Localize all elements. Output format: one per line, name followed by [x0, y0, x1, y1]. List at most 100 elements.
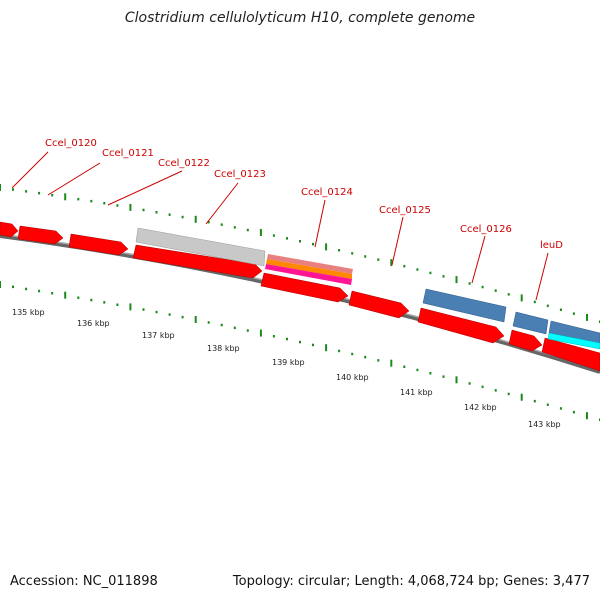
outer-minor-tick — [546, 304, 549, 308]
outer-minor-tick — [533, 300, 536, 304]
gene-label-ccel-0125[interactable]: Ccel_0125 — [379, 205, 431, 216]
gene-label-ccel-0124[interactable]: Ccel_0124 — [301, 187, 353, 198]
genome-backbone-highlight — [0, 233, 600, 371]
outer-minor-tick — [442, 275, 445, 278]
feature-magenta-ccel-0124[interactable] — [265, 264, 352, 285]
gene-label-leud[interactable]: leuD — [540, 240, 563, 251]
inner-minor-tick — [338, 349, 341, 353]
inner-minor-tick — [233, 326, 236, 330]
gene-label-ccel-0122[interactable]: Ccel_0122 — [158, 158, 210, 169]
outer-minor-tick — [468, 282, 471, 285]
cds-arrow[interactable] — [0, 221, 19, 238]
inner-minor-tick — [507, 392, 510, 396]
inner-minor-tick — [12, 285, 14, 289]
outer-minor-tick — [51, 193, 54, 197]
outer-minor-tick — [142, 208, 145, 212]
inner-major-tick — [64, 291, 67, 299]
kbp-label-140: 140 kbp — [336, 373, 369, 382]
kbp-label-141: 141 kbp — [400, 388, 433, 397]
feature-orange-ccel-0124[interactable] — [266, 259, 352, 279]
inner-minor-tick — [403, 365, 406, 368]
inner-minor-tick — [25, 287, 28, 291]
outer-minor-tick — [116, 204, 119, 207]
forward-strand-features — [135, 227, 600, 350]
reverse-strand-features — [0, 221, 600, 372]
gene-labels: Ccel_0120 Ccel_0121 Ccel_0122 Ccel_0123 … — [11, 138, 563, 301]
kbp-label-135: 135 kbp — [12, 308, 45, 317]
cds-arrow[interactable] — [68, 233, 129, 256]
cds-arrow[interactable] — [541, 337, 600, 372]
outer-minor-tick — [377, 258, 380, 261]
outer-major-tick — [455, 276, 458, 284]
inner-major-tick — [586, 412, 588, 420]
inner-major-tick — [0, 281, 1, 288]
inner-minor-tick — [155, 310, 158, 314]
inner-minor-tick — [246, 329, 249, 332]
gene-label-ccel-0123[interactable]: Ccel_0123 — [214, 169, 266, 180]
outer-minor-tick — [286, 237, 288, 240]
inner-major-tick — [194, 316, 197, 323]
outer-major-tick — [520, 294, 523, 302]
outer-major-tick — [194, 215, 197, 223]
callout-line — [11, 151, 49, 189]
outer-major-tick — [325, 243, 328, 251]
outer-minor-tick — [207, 220, 210, 224]
cds-arrow[interactable] — [17, 225, 64, 245]
gene-label-ccel-0120[interactable]: Ccel_0120 — [45, 138, 97, 149]
gene-label-ccel-0126[interactable]: Ccel_0126 — [460, 224, 512, 235]
outer-major-tick — [390, 259, 393, 267]
inner-minor-tick — [481, 385, 484, 389]
callout-line — [107, 170, 183, 206]
cds-arrow[interactable] — [348, 290, 410, 319]
inner-minor-tick — [429, 372, 432, 375]
inner-minor-tick — [90, 298, 93, 302]
outer-major-tick — [64, 193, 67, 201]
inner-minor-tick — [286, 337, 288, 341]
feature-salmon-ccel-0124[interactable] — [267, 254, 353, 274]
cds-arrow[interactable] — [417, 307, 505, 344]
inner-minor-tick — [77, 296, 80, 299]
inner-minor-tick — [220, 323, 223, 327]
feature-blue-ccel-0126[interactable] — [422, 288, 507, 323]
outer-minor-tick — [312, 242, 314, 246]
inner-minor-tick — [416, 368, 419, 372]
outer-major-tick — [129, 203, 132, 211]
callout-line — [471, 235, 486, 284]
gene-label-ccel-0121[interactable]: Ccel_0121 — [102, 148, 154, 159]
feature-cyan[interactable] — [547, 332, 600, 350]
feature-blue-next[interactable] — [548, 320, 600, 344]
callout-line — [205, 182, 239, 225]
inner-minor-tick — [364, 355, 367, 359]
kbp-label-138: 138 kbp — [207, 344, 240, 353]
cds-arrow[interactable] — [508, 329, 543, 352]
inner-minor-tick — [546, 403, 549, 406]
inner-minor-tick — [533, 399, 536, 403]
feature-blue-leud[interactable] — [512, 311, 549, 335]
outer-minor-tick — [12, 188, 14, 191]
inner-minor-tick — [299, 340, 301, 344]
feature-grey-ccel-0123[interactable] — [135, 227, 266, 267]
cds-arrow[interactable] — [260, 272, 349, 303]
outer-minor-tick — [351, 252, 354, 255]
kbp-scale-labels: 135 kbp 136 kbp 137 kbp 138 kbp 139 kbp … — [12, 308, 561, 429]
genome-backbone — [0, 234, 600, 374]
outer-minor-tick — [220, 223, 223, 226]
outer-minor-tick — [103, 202, 106, 205]
outer-minor-tick — [77, 197, 80, 201]
inner-tick-track — [0, 281, 600, 421]
kbp-label-142: 142 kbp — [464, 403, 497, 412]
genome-summary-text: Topology: circular; Length: 4,068,724 bp… — [232, 574, 590, 589]
inner-minor-tick — [272, 335, 275, 338]
inner-minor-tick — [103, 301, 106, 304]
outer-minor-tick — [364, 255, 367, 258]
inner-minor-tick — [494, 389, 497, 392]
outer-minor-tick — [494, 289, 497, 292]
inner-minor-tick — [168, 313, 171, 316]
outer-tick-track — [0, 184, 600, 323]
outer-minor-tick — [25, 190, 28, 193]
callout-line — [47, 162, 101, 196]
inner-minor-tick — [312, 343, 314, 347]
inner-minor-tick — [116, 303, 119, 306]
